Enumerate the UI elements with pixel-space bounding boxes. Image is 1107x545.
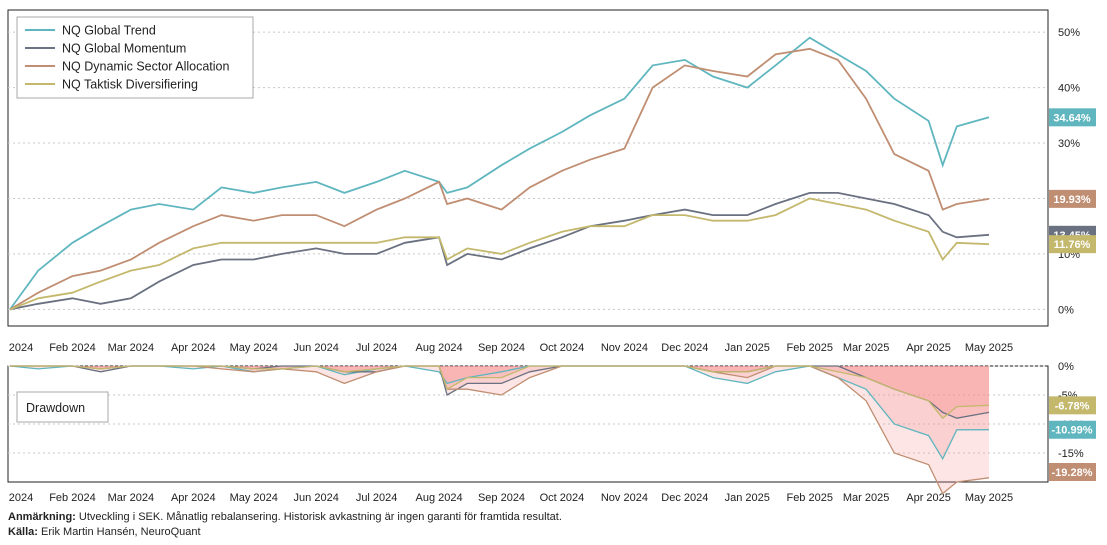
performance-ytick-label: 40% <box>1058 83 1080 95</box>
source-label: Källa: <box>8 526 38 538</box>
footnote-text: Utveckling i SEK. Månatlig rebalansering… <box>75 511 562 523</box>
drawdown-end-label: -10.99% <box>1052 425 1093 437</box>
footnote: Anmärkning: Utveckling i SEK. Månatlig r… <box>8 511 562 523</box>
performance-xtick-label: Oct 2024 <box>540 342 585 354</box>
drawdown-xtick-label: May 2025 <box>965 492 1013 504</box>
drawdown-end-label-bg <box>1049 396 1096 415</box>
drawdown-xtick-label: Feb 2025 <box>786 492 832 504</box>
performance-xtick-label: Dec 2024 <box>661 342 708 354</box>
legend-label: NQ Global Momentum <box>62 42 186 56</box>
drawdown-series-line <box>10 365 990 420</box>
drawdown-end-label: -19.28% <box>1052 467 1093 479</box>
performance-end-label: 11.76% <box>1054 239 1091 251</box>
drawdown-xtick-label: Aug 2024 <box>416 492 463 504</box>
performance-xtick-label: Apr 2025 <box>906 342 951 354</box>
performance-xtick-label: Apr 2024 <box>171 342 216 354</box>
source-note: Källa: Erik Martin Hansén, NeuroQuant <box>8 526 201 538</box>
performance-end-label-bg <box>1049 235 1096 254</box>
drawdown-title-box <box>16 391 109 423</box>
footnote-label: Anmärkning: <box>8 511 76 523</box>
performance-xtick-label: May 2025 <box>965 342 1013 354</box>
drawdown-xtick-label: Nov 2024 <box>601 492 648 504</box>
performance-xtick-label: May 2024 <box>230 342 278 354</box>
performance-ytick-label: 30% <box>1058 138 1080 150</box>
drawdown-end-label: -6.78% <box>1055 400 1090 412</box>
performance-series-line <box>9 197 990 311</box>
legend-label: NQ Taktisk Diversifiering <box>62 78 198 92</box>
drawdown-xtick-label: Jul 2024 <box>356 492 398 504</box>
drawdown-xtick-label: Mar 2025 <box>843 492 889 504</box>
performance-xtick-label: Mar 2025 <box>843 342 889 354</box>
performance-xtick-label: 2024 <box>9 342 33 354</box>
performance-end-label-bg <box>1049 108 1096 127</box>
drawdown-series-line <box>9 365 990 461</box>
drawdown-area <box>10 366 989 494</box>
performance-xtick-label: Aug 2024 <box>416 342 463 354</box>
drawdown-xtick-label: Jun 2024 <box>294 492 339 504</box>
drawdown-xtick-label: Mar 2024 <box>108 492 154 504</box>
drawdown-xtick-label: Dec 2024 <box>661 492 708 504</box>
performance-xtick-label: Jul 2024 <box>356 342 398 354</box>
drawdown-area <box>10 366 989 419</box>
performance-end-label: 34.64% <box>1053 112 1091 124</box>
drawdown-xtick-label: May 2024 <box>230 492 278 504</box>
performance-end-label: 19.93% <box>1053 194 1091 206</box>
drawdown-ytick-label: -15% <box>1058 448 1084 460</box>
drawdown-xtick-label: Apr 2025 <box>906 492 951 504</box>
performance-xtick-label: Feb 2024 <box>49 342 95 354</box>
performance-series-line <box>9 47 990 311</box>
performance-ytick-label: 50% <box>1058 27 1080 39</box>
performance-series-line <box>9 36 990 310</box>
drawdown-area <box>10 366 989 459</box>
performance-xtick-label: Sep 2024 <box>478 342 525 354</box>
source-text: Erik Martin Hansén, NeuroQuant <box>37 526 201 538</box>
drawdown-area <box>10 366 989 419</box>
performance-xtick-label: Nov 2024 <box>601 342 648 354</box>
drawdown-xtick-label: Jan 2025 <box>725 492 770 504</box>
performance-end-label-bg <box>1049 189 1096 208</box>
drawdown-end-label-bg <box>1049 420 1096 439</box>
drawdown-xtick-label: Oct 2024 <box>540 492 585 504</box>
performance-xtick-label: Feb 2025 <box>786 342 832 354</box>
drawdown-ytick-label: 0% <box>1058 361 1074 373</box>
drawdown-xtick-label: 2024 <box>9 492 33 504</box>
performance-xtick-label: Mar 2024 <box>108 342 154 354</box>
performance-series-line <box>9 192 990 311</box>
performance-xtick-label: Jan 2025 <box>725 342 770 354</box>
drawdown-title: Drawdown <box>26 401 85 415</box>
performance-ytick-label: 0% <box>1058 304 1074 316</box>
legend-label: NQ Dynamic Sector Allocation <box>62 60 229 74</box>
drawdown-xtick-label: Apr 2024 <box>171 492 216 504</box>
legend-box <box>16 16 254 99</box>
performance-xtick-label: Jun 2024 <box>294 342 339 354</box>
drawdown-xtick-label: Sep 2024 <box>478 492 525 504</box>
drawdown-xtick-label: Feb 2024 <box>49 492 95 504</box>
drawdown-end-label-bg <box>1049 463 1096 481</box>
legend-label: NQ Global Trend <box>62 24 156 38</box>
